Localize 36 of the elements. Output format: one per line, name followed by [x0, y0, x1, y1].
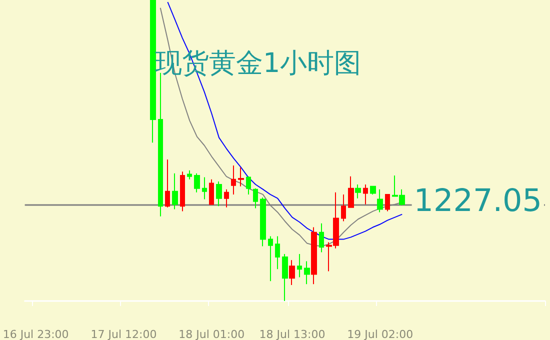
candlestick [172, 172, 178, 210]
candlestick [289, 260, 295, 286]
candlestick [202, 176, 207, 200]
candlestick [253, 188, 258, 209]
candlestick [297, 254, 302, 278]
candlestick [194, 172, 200, 193]
candlestick [224, 188, 229, 208]
candlestick [216, 181, 222, 207]
x-tick-label: 17 Jul 12:00 [90, 328, 157, 340]
x-tick-label: 19 Jul 02:00 [347, 328, 414, 340]
candlestick [385, 194, 390, 212]
candlestick [370, 186, 376, 195]
candlestick [150, 0, 156, 144]
candlestick [319, 222, 324, 253]
candlestick [231, 165, 236, 195]
candlestick [363, 184, 368, 205]
x-tick-label: 18 Jul 01:00 [178, 328, 245, 340]
x-tick-label: 18 Jul 13:00 [259, 328, 326, 340]
candlestick [180, 171, 185, 212]
candlestick [238, 166, 244, 187]
annotation: 1227.05 [414, 182, 542, 219]
candlestick [304, 260, 310, 285]
candlestick [209, 178, 214, 205]
candlestick [165, 159, 170, 208]
candlestick [275, 236, 280, 270]
candlestick [260, 196, 266, 247]
candlestick [268, 236, 273, 282]
candlestick [282, 254, 288, 302]
candlestick [246, 176, 251, 195]
x-tick-label: 16 Jul 23:00 [2, 328, 69, 340]
candlestick [355, 184, 361, 199]
candlestick [311, 226, 317, 285]
candlestick [377, 188, 383, 213]
candlestick [187, 170, 192, 180]
candlestick [341, 194, 346, 222]
candlestick [348, 176, 354, 208]
